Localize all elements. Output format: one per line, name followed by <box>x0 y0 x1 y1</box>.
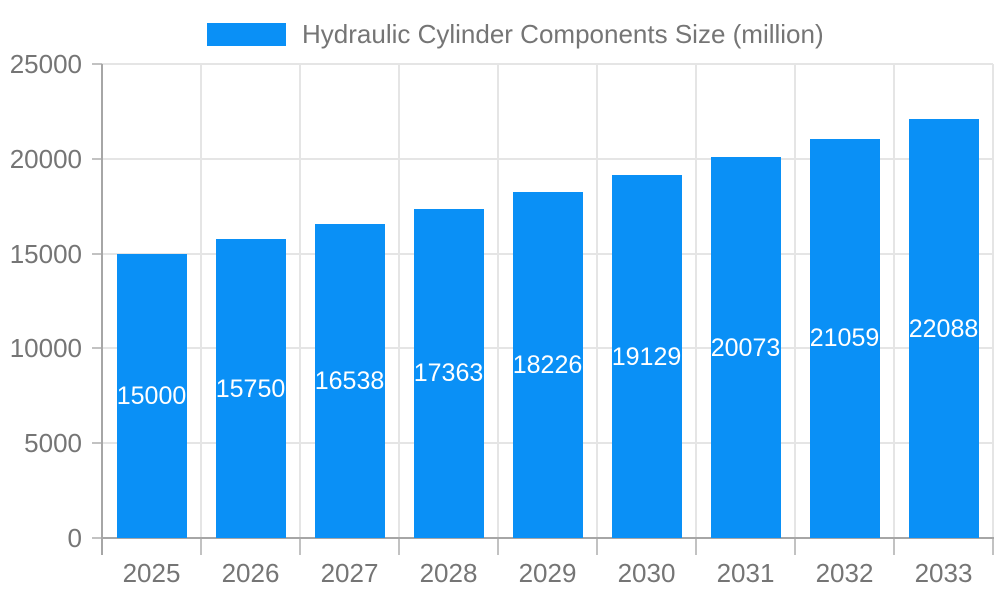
y-axis-line <box>101 64 103 538</box>
bar[interactable] <box>908 119 979 538</box>
bar[interactable] <box>215 239 286 538</box>
x-tick-mark <box>299 538 301 555</box>
bar-value-label: 17363 <box>413 359 484 388</box>
x-gridline <box>299 64 301 538</box>
bar[interactable] <box>611 175 682 538</box>
legend-label: Hydraulic Cylinder Components Size (mill… <box>302 19 824 49</box>
x-tick-mark <box>794 538 796 555</box>
x-gridline <box>596 64 598 538</box>
y-tick-label: 10000 <box>9 333 82 364</box>
x-gridline <box>497 64 499 538</box>
x-gridline <box>893 64 895 538</box>
x-gridline <box>992 64 994 538</box>
x-tick-mark <box>893 538 895 555</box>
x-gridline <box>200 64 202 538</box>
x-tick-label: 2030 <box>617 558 676 588</box>
x-tick-label: 2025 <box>122 558 181 588</box>
bar-value-label: 18226 <box>512 351 583 380</box>
bar-value-label: 15000 <box>116 381 187 410</box>
x-tick-label: 2029 <box>518 558 577 588</box>
bar-value-label: 22088 <box>908 314 979 343</box>
x-gridline <box>398 64 400 538</box>
x-tick-mark <box>200 538 202 555</box>
x-tick-mark <box>101 538 103 555</box>
x-tick-mark <box>596 538 598 555</box>
x-tick-mark <box>992 538 994 555</box>
y-tick-label: 20000 <box>9 143 82 174</box>
x-tick-label: 2031 <box>716 558 775 588</box>
bar-value-label: 15750 <box>215 374 286 403</box>
bar-value-label: 19129 <box>611 342 682 371</box>
x-tick-mark <box>497 538 499 555</box>
y-gridline <box>102 63 993 65</box>
bar[interactable] <box>116 253 187 538</box>
bar[interactable] <box>809 138 880 538</box>
bar[interactable] <box>413 208 484 538</box>
legend-swatch <box>207 23 286 46</box>
bar-value-label: 16538 <box>314 367 385 396</box>
x-gridline <box>695 64 697 538</box>
y-tick-label: 25000 <box>9 49 82 79</box>
y-tick-mark <box>92 537 102 539</box>
y-gridline <box>102 157 993 160</box>
y-tick-mark <box>92 347 102 350</box>
bar[interactable] <box>512 192 583 538</box>
chart-legend[interactable]: Hydraulic Cylinder Components Size (mill… <box>207 21 824 48</box>
bar-value-label: 20073 <box>710 333 781 362</box>
x-tick-label: 2027 <box>320 558 379 588</box>
x-tick-mark <box>398 538 400 555</box>
x-tick-label: 2032 <box>815 558 874 588</box>
x-gridline <box>794 64 796 538</box>
y-tick-mark <box>92 442 102 445</box>
x-tick-mark <box>695 538 697 555</box>
x-axis-line <box>101 537 994 539</box>
y-tick-mark <box>92 157 102 160</box>
bar[interactable] <box>710 157 781 538</box>
y-tick-label: 5000 <box>24 428 82 459</box>
y-tick-label: 15000 <box>9 238 82 269</box>
x-tick-label: 2026 <box>221 558 280 588</box>
x-tick-label: 2033 <box>914 558 973 588</box>
y-tick-mark <box>92 252 102 255</box>
y-tick-mark <box>92 63 102 65</box>
y-tick-label: 0 <box>67 523 82 553</box>
bar[interactable] <box>314 224 385 538</box>
x-tick-label: 2028 <box>419 558 478 588</box>
bar-value-label: 21059 <box>809 324 880 353</box>
